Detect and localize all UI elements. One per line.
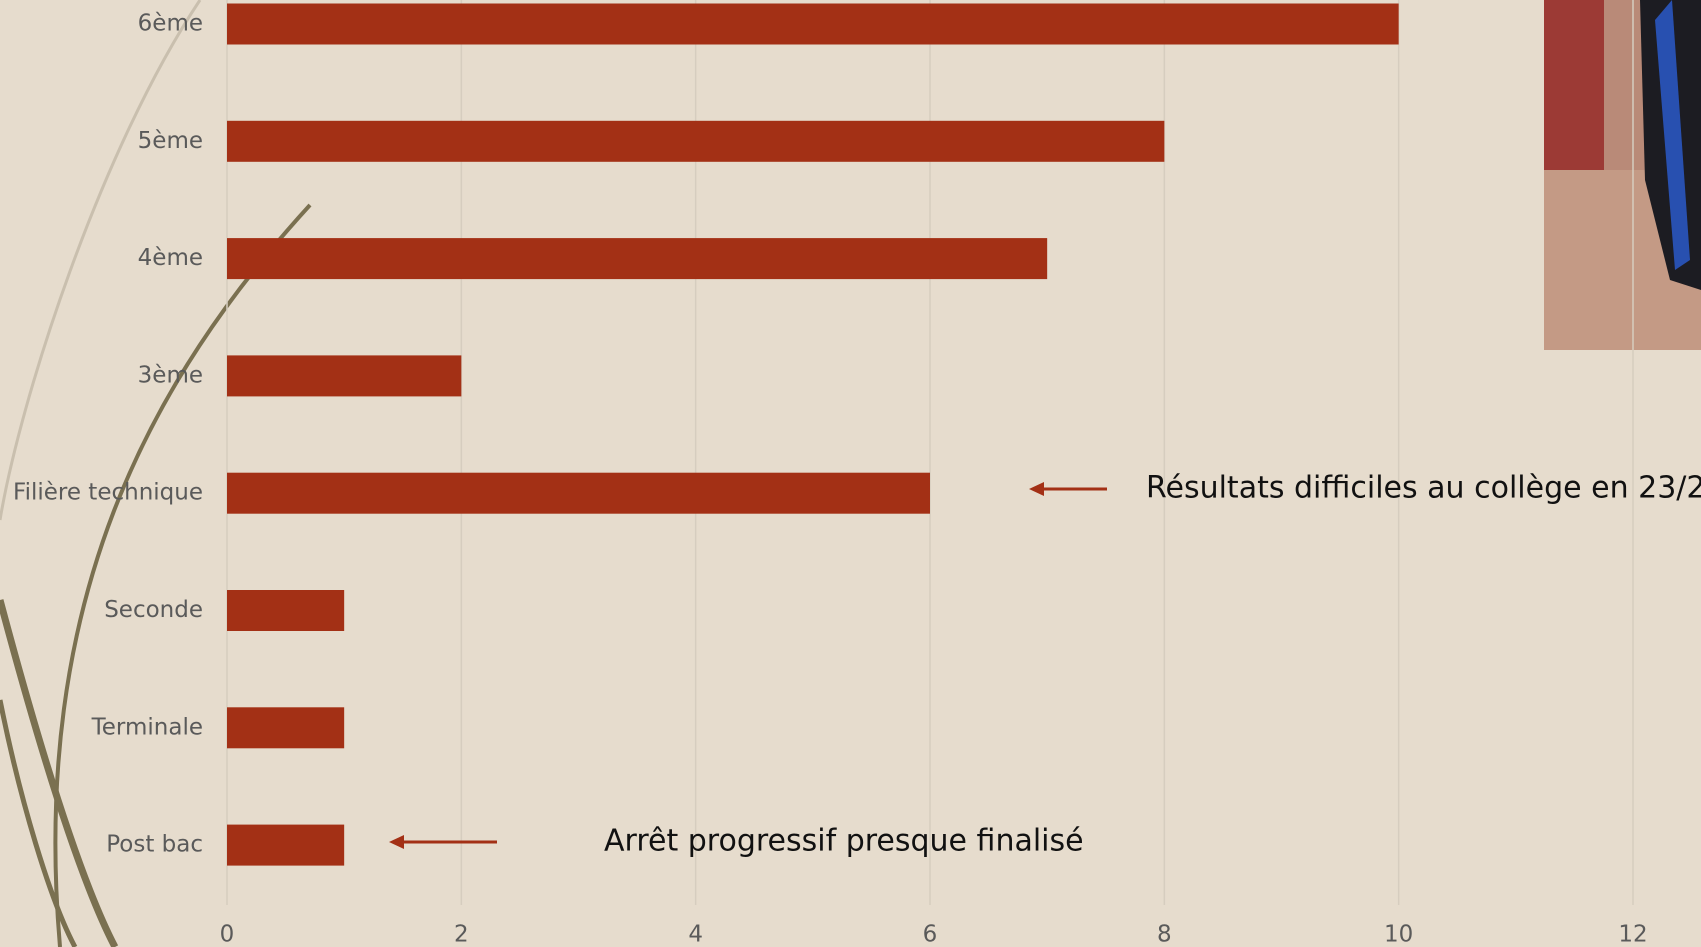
y-tick-label: 3ème — [138, 362, 203, 388]
x-tick-label: 12 — [1618, 922, 1647, 947]
bar — [227, 707, 345, 749]
bar — [227, 590, 345, 631]
bar — [227, 238, 1048, 280]
x-tick-label: 4 — [688, 922, 703, 947]
y-tick-label: Seconde — [104, 597, 203, 623]
bar — [227, 824, 345, 866]
annotation: Arrêt progressif presque finalisé — [604, 824, 1084, 859]
y-tick-label: Filière technique — [13, 480, 203, 506]
x-tick-label: 10 — [1384, 922, 1413, 947]
annotation: Résultats difficiles au collège en 23/24 — [1146, 471, 1701, 506]
bar — [227, 472, 930, 514]
arrows — [389, 482, 1107, 849]
bar — [227, 355, 462, 397]
x-tick-label: 8 — [1157, 922, 1172, 947]
y-tick-label: 6ème — [138, 11, 203, 37]
y-tick-label: Terminale — [91, 714, 203, 740]
decoration — [0, 0, 312, 947]
x-tick-label: 6 — [923, 922, 938, 947]
photo — [1544, 0, 1701, 350]
bar — [227, 3, 1399, 45]
y-tick-label: 4ème — [138, 245, 203, 271]
x-tick-label: 0 — [220, 922, 235, 947]
bar — [227, 120, 1165, 162]
y-tick-label: Post bac — [106, 832, 203, 858]
y-tick-label: 5ème — [138, 128, 203, 154]
x-tick-label: 2 — [454, 922, 469, 947]
